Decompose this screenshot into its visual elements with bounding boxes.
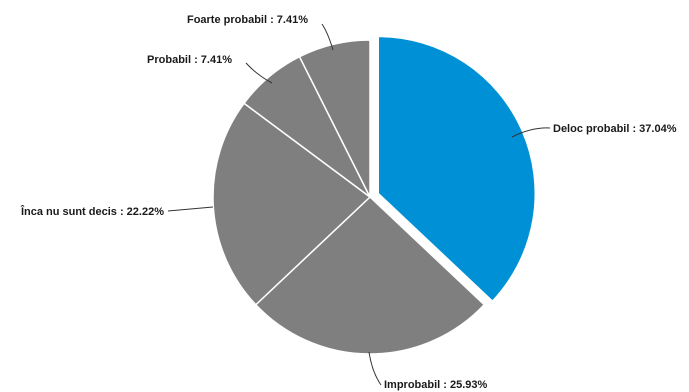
slice-label: Înca nu sunt decis : 22.22% (20, 205, 164, 218)
pie-slice-improbabil (254, 195, 486, 355)
pie-slice-deloc-probabil (377, 35, 536, 303)
slice-label: Improbabil : 25.93% (384, 379, 488, 391)
leader-line (321, 23, 334, 51)
pie-slice-foarte-probabil (298, 39, 371, 198)
slice-label: Foarte probabil : 7.41% (187, 14, 308, 26)
pie-slices (212, 35, 536, 355)
slice-labels: Deloc probabil : 37.04% Improbabil : 25.9… (20, 14, 677, 391)
slice-label: Probabil : 7.41% (147, 54, 232, 66)
leader-line (511, 127, 551, 138)
leader-line (245, 62, 273, 84)
pie-slice--nca-nu-sunt-decis (212, 102, 372, 306)
slice-label: Deloc probabil : 37.04% (553, 123, 677, 135)
leader-line (368, 351, 382, 386)
label-leader-lines (167, 23, 551, 386)
leader-line (167, 206, 214, 212)
